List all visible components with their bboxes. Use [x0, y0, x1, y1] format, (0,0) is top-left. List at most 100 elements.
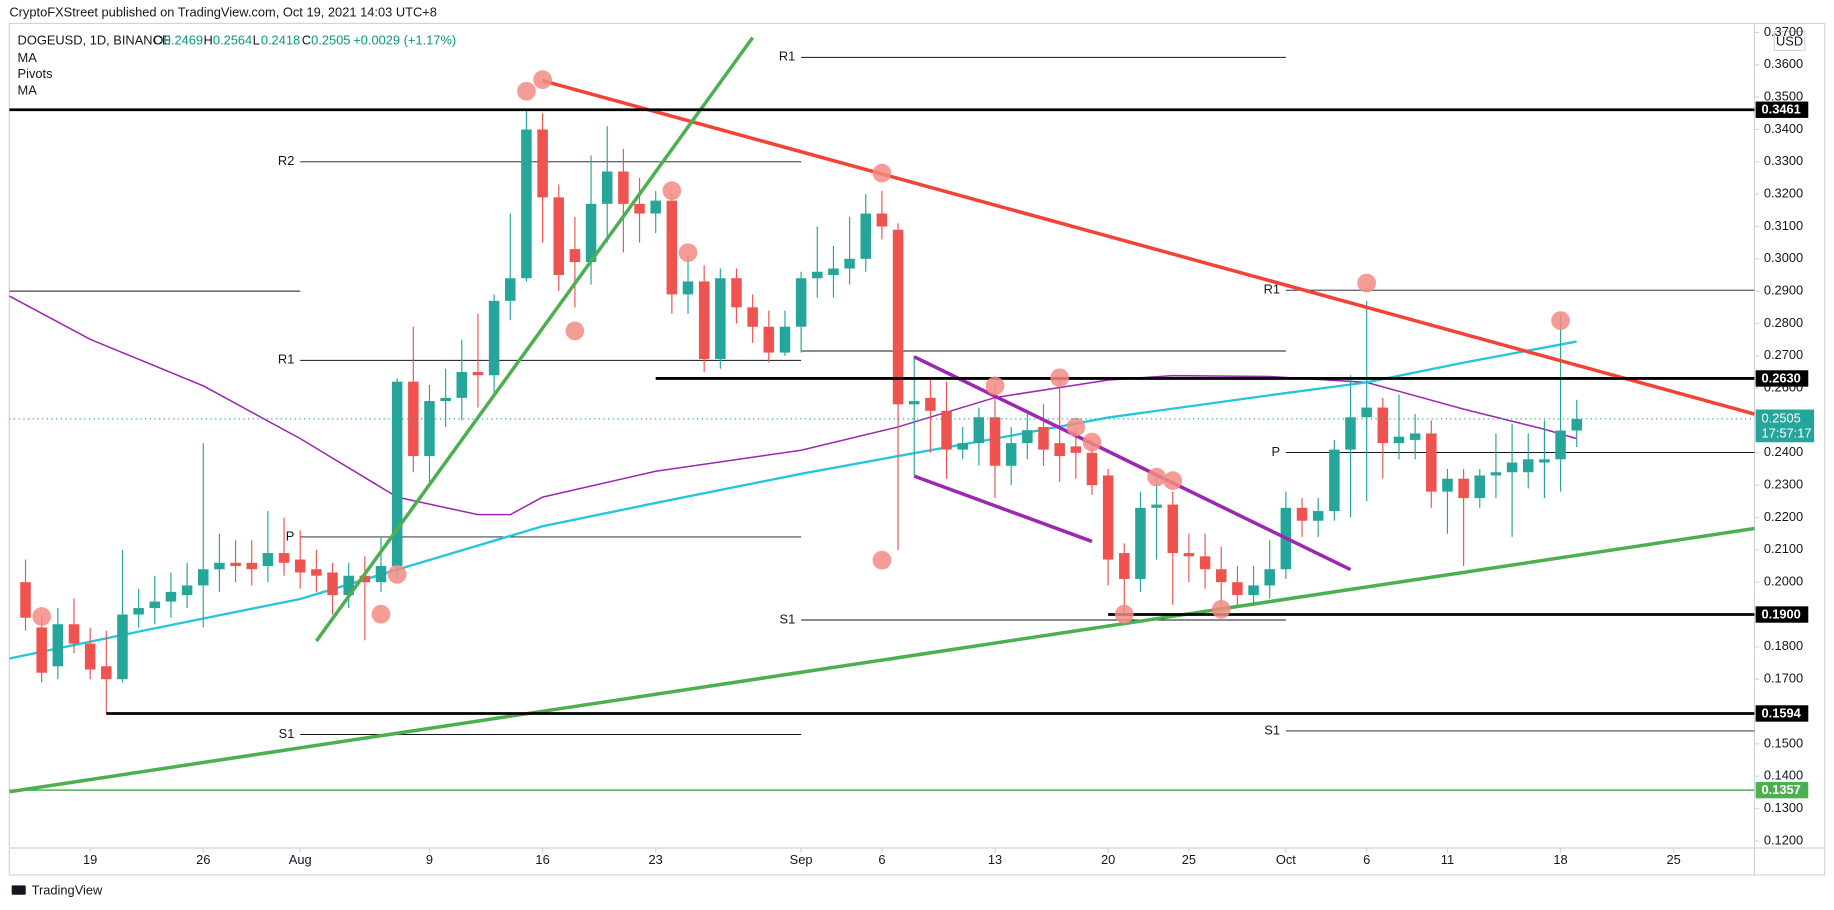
candle-body: [391, 381, 403, 567]
x-tick-label: 19: [83, 852, 97, 867]
candle-body: [1070, 446, 1082, 453]
candle-body: [1167, 504, 1179, 554]
candle-body: [585, 203, 597, 263]
y-tick-label: 0.3100: [1764, 218, 1803, 233]
candle-body: [149, 601, 161, 609]
candle-body: [488, 300, 500, 376]
candle-body: [505, 278, 516, 301]
change: +0.0029 (+1.17%): [353, 32, 456, 47]
x-tick-label: 25: [1182, 852, 1196, 867]
currency: USD: [1776, 34, 1803, 49]
y-tick-label: 0.2000: [1764, 574, 1803, 589]
candle-body: [1296, 507, 1308, 521]
x-tick-label: 6: [878, 852, 885, 867]
x-tick-label: Aug: [289, 852, 312, 867]
level-tag: [1755, 705, 1809, 722]
candle-body: [1522, 459, 1534, 473]
candle-body: [634, 203, 645, 214]
candle-body: [569, 249, 581, 263]
level-tag: [1755, 606, 1809, 623]
candle-body: [52, 624, 64, 667]
candle-body: [876, 213, 888, 227]
candle-body: [343, 575, 354, 596]
candle-body: [1102, 475, 1114, 560]
marker: [1163, 471, 1183, 491]
candle-body: [1119, 553, 1130, 579]
candle-body: [989, 417, 1001, 466]
ohlc-label: O: [153, 32, 163, 47]
candle-body: [892, 229, 904, 405]
candle-body: [1539, 459, 1550, 463]
candle-body: [1393, 436, 1405, 444]
marker: [872, 163, 892, 183]
pivot-label: R2: [278, 153, 294, 168]
marker: [1114, 604, 1134, 624]
marker: [1551, 311, 1570, 330]
y-tick-label: 0.2400: [1764, 444, 1803, 459]
marker: [387, 565, 407, 584]
candle-body: [1086, 452, 1098, 486]
candle-body: [553, 197, 565, 275]
marker: [985, 376, 1005, 396]
candle-body: [1135, 507, 1146, 579]
y-tick-label: 0.2800: [1764, 315, 1803, 330]
candle-body: [472, 371, 484, 376]
candle-body: [731, 278, 742, 308]
candle-body: [1038, 426, 1049, 450]
candle-body: [424, 401, 435, 457]
candle-body: [1005, 443, 1017, 466]
marker: [1082, 432, 1102, 452]
candle-body: [779, 326, 791, 353]
ohlc-value: 0.2564: [213, 32, 252, 47]
footer-logo: [11, 885, 26, 895]
x-tick-label: 6: [1363, 852, 1370, 867]
marker: [32, 607, 52, 626]
trendline: [9, 526, 1755, 794]
candle-body: [812, 271, 823, 279]
candle-body: [844, 258, 855, 269]
y-tick-label: 0.1400: [1764, 768, 1803, 783]
candle-body: [1312, 511, 1324, 521]
candle-body: [230, 562, 241, 567]
candle-body: [1329, 449, 1340, 512]
candle-body: [698, 281, 710, 360]
candle-body: [1409, 433, 1421, 440]
countdown: 17:57:17: [1761, 425, 1811, 440]
candle-body: [1458, 478, 1469, 499]
pivot-label: P: [286, 528, 295, 543]
trendline: [314, 36, 755, 643]
x-tick-label: 13: [988, 852, 1002, 867]
y-tick-label: 0.3500: [1764, 89, 1803, 104]
y-tick-label: 0.3400: [1764, 121, 1803, 136]
y-tick-label: 0.3200: [1764, 186, 1803, 201]
marker: [1211, 599, 1231, 619]
y-tick-label: 0.1300: [1764, 800, 1803, 815]
pivot-label: R1: [1264, 282, 1280, 297]
y-tick-label: 0.2300: [1764, 477, 1803, 492]
marker: [371, 604, 391, 624]
candle-body: [1490, 472, 1502, 476]
candle-body: [294, 559, 306, 573]
trendline: [542, 78, 1755, 416]
candle-body: [1199, 556, 1211, 570]
level-tag-label: 0.3461: [1761, 102, 1800, 117]
candle-body: [1506, 462, 1518, 473]
candle-body: [521, 129, 532, 279]
x-tick-label: 25: [1667, 852, 1681, 867]
candle-body: [1151, 504, 1162, 508]
candle-body: [973, 417, 985, 444]
candle-body: [197, 569, 209, 586]
trendline: [913, 355, 1352, 572]
candle-body: [618, 171, 629, 204]
ohlc-value: 0.2469: [164, 32, 203, 47]
candle-body: [537, 129, 548, 198]
candle-body: [795, 278, 807, 327]
pivot-label: R1: [278, 352, 294, 367]
candle-body: [214, 562, 225, 570]
candle-body: [181, 585, 193, 596]
candle-body: [1361, 407, 1372, 418]
candle-body: [1232, 582, 1243, 596]
x-tick-label: 26: [196, 852, 210, 867]
candle-body: [925, 397, 936, 411]
